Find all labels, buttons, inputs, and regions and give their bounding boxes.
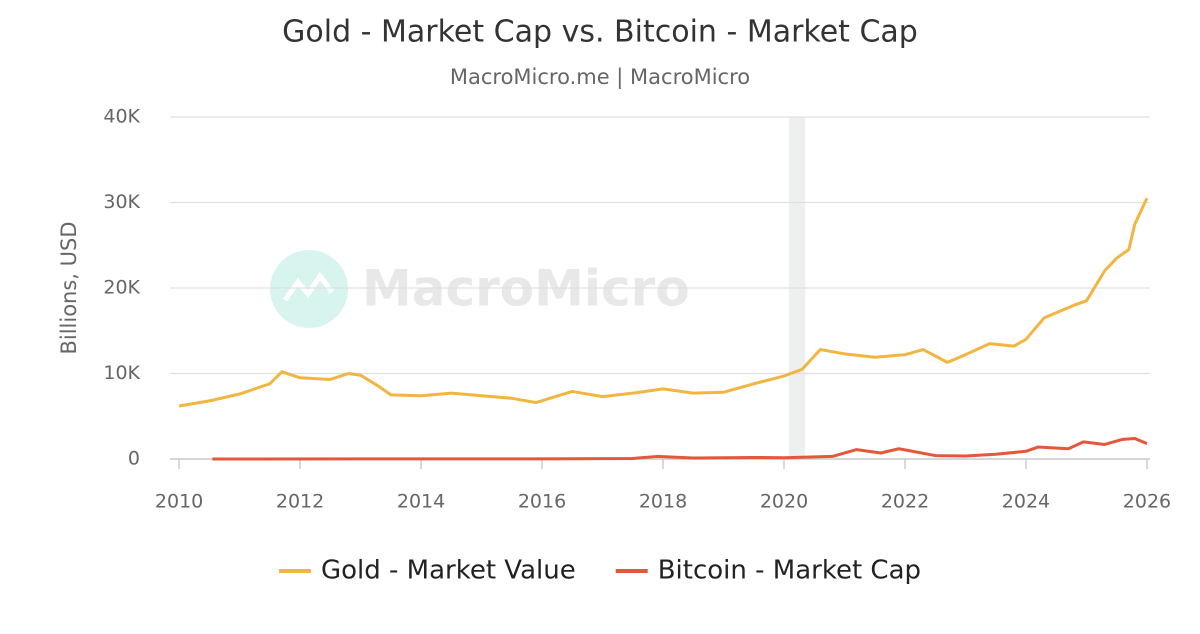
- x-tick-label: 2010: [155, 491, 203, 513]
- x-tick-label: 2024: [1002, 491, 1050, 513]
- x-tick-label: 2014: [397, 491, 445, 513]
- y-tick-label: 40K: [103, 106, 140, 128]
- x-tick-label: 2012: [276, 491, 324, 513]
- y-tick-label: 0: [128, 448, 140, 470]
- legend: Gold - Market Value Bitcoin - Market Cap: [278, 556, 921, 586]
- chart-subtitle: MacroMicro.me | MacroMicro: [450, 65, 750, 90]
- x-tick-label: 2016: [518, 491, 566, 513]
- x-tick-label: 2018: [639, 491, 687, 513]
- x-tick-label: 2026: [1123, 491, 1171, 513]
- line-series: [212, 436, 1148, 461]
- legend-label: Gold - Market Value: [321, 556, 576, 586]
- y-tick-label: 30K: [103, 191, 140, 213]
- chart-title: Gold - Market Cap vs. Bitcoin - Market C…: [282, 15, 918, 50]
- line-series: [178, 197, 1149, 408]
- x-tick-label: 2020: [760, 491, 808, 513]
- y-axis-label: Billions, USD: [57, 221, 81, 354]
- watermark: MacroMicro: [270, 250, 690, 328]
- y-tick-label: 10K: [103, 362, 140, 384]
- y-tick-label: 20K: [103, 277, 140, 299]
- x-tick-label: 2022: [881, 491, 929, 513]
- legend-label: Bitcoin - Market Cap: [658, 556, 921, 586]
